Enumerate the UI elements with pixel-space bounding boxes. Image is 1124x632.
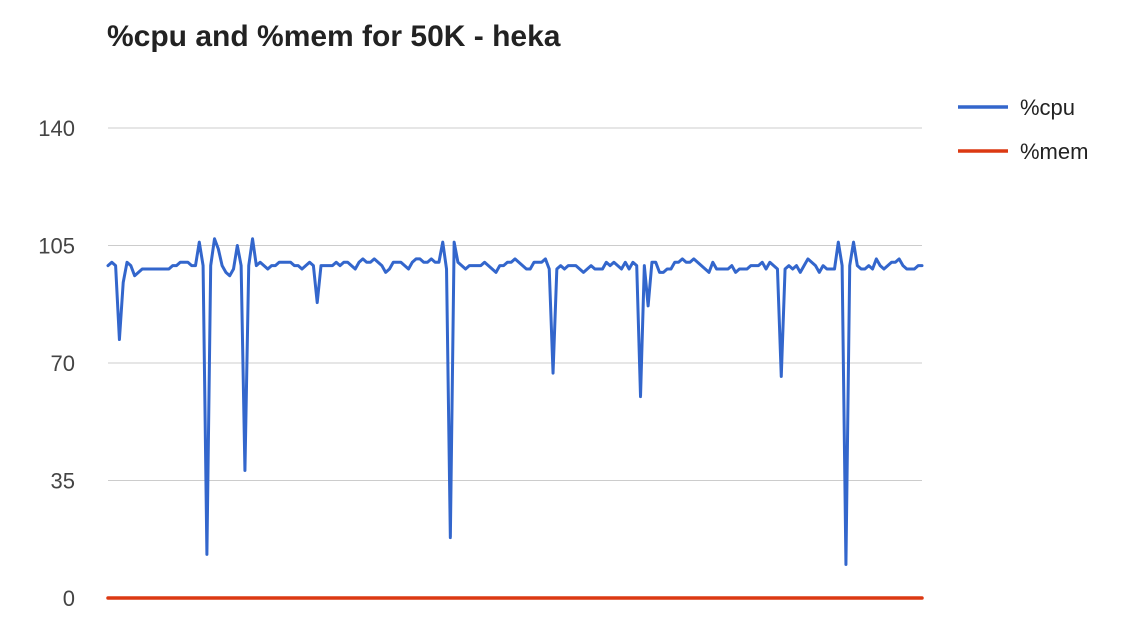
legend: %cpu %mem <box>958 95 1088 164</box>
y-axis-ticks: 0 35 70 105 140 <box>38 116 75 611</box>
chart-title: %cpu and %mem for 50K - heka <box>107 20 561 53</box>
y-tick-label: 35 <box>51 469 75 494</box>
y-tick-label: 105 <box>38 234 75 259</box>
gridlines <box>108 127 922 599</box>
legend-label-mem: %mem <box>1020 139 1088 164</box>
series-lines <box>106 237 924 600</box>
legend-label-cpu: %cpu <box>1020 95 1075 120</box>
y-tick-label: 0 <box>63 586 75 611</box>
y-tick-label: 70 <box>51 351 75 376</box>
series-line-cpu <box>106 237 924 566</box>
y-tick-label: 140 <box>38 116 75 141</box>
